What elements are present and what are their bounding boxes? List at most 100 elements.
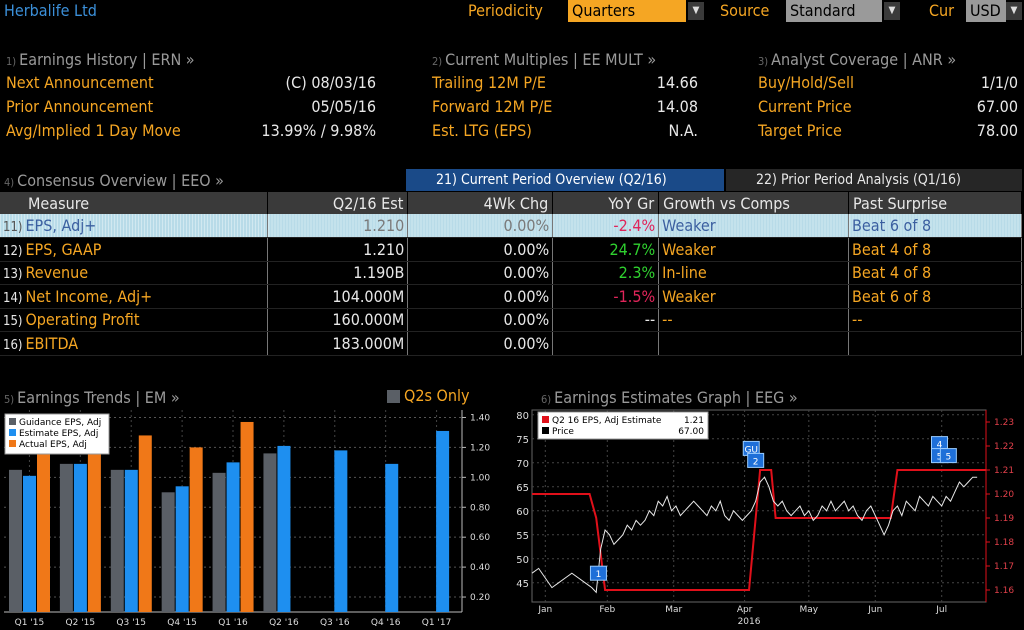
legend-swatch (542, 416, 549, 423)
measure-cell[interactable]: 14) Net Income, Adj+ (0, 284, 269, 309)
estimate-line (532, 469, 986, 591)
table-header-row: Measure Q2/16 Est 4Wk Chg YoY Gr Growth … (0, 192, 1022, 214)
measure-label: EPS, Adj+ (25, 216, 97, 235)
table-row[interactable]: 15) Operating Profit 160.000M 0.00% -- -- -- (0, 308, 1022, 332)
surprise-cell (848, 331, 1022, 356)
event-marker-label: 1 (596, 570, 602, 580)
y-tick-label: 0.20 (470, 593, 490, 603)
q2s-only-label[interactable]: Q2s Only (404, 386, 470, 405)
right-y-tick-label: 1.23 (994, 418, 1014, 428)
consensus-overview-header[interactable]: 4) Consensus Overview | EEO » (4, 171, 224, 190)
est-cell: 160.000M (267, 308, 409, 332)
x-tick-label: Q1 '15 (15, 618, 45, 628)
kv-row: Prior Announcement 05/05/16 (6, 97, 376, 121)
bar-actual-eps-adj (240, 421, 254, 612)
analyst-coverage-header[interactable]: 3) Analyst Coverage | ANR » (758, 50, 957, 69)
col-measure[interactable]: Measure (0, 192, 269, 214)
measure-cell[interactable]: 13) Revenue (0, 261, 269, 285)
y-tick-label: 1.00 (470, 473, 490, 483)
periodicity-dropdown-icon[interactable]: ▼ (688, 2, 704, 20)
col-yoy-gr[interactable]: YoY Gr (552, 192, 660, 214)
right-y-tick-label: 1.18 (994, 538, 1014, 548)
earnings-history-header[interactable]: 1) Earnings History | ERN » (6, 50, 195, 69)
surprise-cell: -- (848, 308, 1022, 332)
table-row[interactable]: 16) EBITDA 183.000M 0.00% (0, 331, 1022, 356)
measure-cell[interactable]: 15) Operating Profit (0, 308, 269, 332)
left-y-tick-label: 75 (516, 435, 529, 446)
legend-value: 67.00 (678, 427, 704, 437)
left-y-tick-label: 60 (516, 507, 529, 518)
table-row[interactable]: 12) EPS, GAAP 1.210 0.00% 24.7% Weaker Beat 4 … (0, 237, 1022, 262)
surprise-cell: Beat 6 of 8 (848, 284, 1022, 309)
measure-cell[interactable]: 12) EPS, GAAP (0, 237, 269, 262)
event-marker[interactable]: 2 (747, 452, 765, 468)
bar-actual-eps-adj (189, 447, 203, 612)
bar-estimate-eps-adj (277, 445, 291, 612)
est-cell: 104.000M (267, 284, 409, 309)
row-index: 15) (3, 314, 23, 330)
growth-cell: Weaker (658, 214, 850, 238)
kv-row: Next Announcement (C) 08/03/16 (6, 73, 376, 97)
table-row[interactable]: 11) EPS, Adj+ 1.210 0.00% -2.4% Weaker Beat 6 … (0, 214, 1022, 238)
source-select[interactable]: Standard (786, 0, 882, 22)
earnings-trends-header[interactable]: 5) Earnings Trends | EM » (4, 388, 180, 407)
x-tick-label: Jun (867, 605, 882, 615)
tab-current-period[interactable]: 21) Current Period Overview (Q2/16) (406, 169, 724, 191)
x-tick-label: May (800, 605, 819, 615)
legend-value: 1.21 (684, 416, 704, 426)
yoy-cell (552, 331, 660, 356)
row-index: 14) (3, 290, 23, 306)
source-dropdown-icon[interactable]: ▼ (884, 2, 900, 20)
currency-dropdown-icon[interactable]: ▼ (1006, 2, 1022, 20)
col-est[interactable]: Q2/16 Est (267, 192, 409, 214)
tab-prior-period[interactable]: 22) Prior Period Analysis (Q1/16) (726, 169, 1022, 191)
left-y-tick-label: 80 (516, 411, 529, 422)
est-cell: 183.000M (267, 331, 409, 356)
table-row[interactable]: 14) Net Income, Adj+ 104.000M 0.00% -1.5% Wea… (0, 284, 1022, 309)
y-tick-label: 1.20 (470, 443, 490, 453)
bar-actual-eps-adj (138, 435, 152, 612)
bar-guidance-eps-adj (161, 492, 175, 612)
col-growth-vs-comps[interactable]: Growth vs Comps (658, 192, 850, 214)
est-cell: 1.210 (267, 237, 409, 262)
currency-select[interactable]: USD (966, 0, 1006, 22)
kv-row: Trailing 12M P/E 14.66 (432, 73, 698, 97)
measure-cell[interactable]: 16) EBITDA (0, 331, 269, 356)
kv-row: Forward 12M P/E 14.08 (432, 97, 698, 121)
bar-actual-eps-adj (87, 439, 101, 612)
table-row[interactable]: 13) Revenue 1.190B 0.00% 2.3% In-line Beat 4 o… (0, 261, 1022, 285)
yoy-cell: -2.4% (552, 214, 660, 238)
right-y-tick-label: 1.19 (994, 514, 1014, 524)
q2s-only-checkbox[interactable] (387, 390, 400, 403)
col-4wk-chg[interactable]: 4Wk Chg (407, 192, 554, 214)
earnings-graph-header[interactable]: 6) Earnings Estimates Graph | EEG » (541, 388, 798, 407)
left-y-tick-label: 45 (516, 579, 529, 590)
graph-legend: Q2 16 EPS, Adj Estimate 1.21 Price 67.00 (537, 411, 709, 440)
event-marker-box (939, 448, 957, 464)
legend-label: Guidance EPS, Adj (19, 418, 101, 428)
legend-box (537, 411, 709, 440)
event-marker[interactable]: 5 (939, 448, 957, 464)
yoy-cell: -1.5% (552, 284, 660, 309)
legend-label: Estimate EPS, Adj (19, 429, 98, 439)
currency-label: Cur (929, 1, 955, 20)
kv-label: Next Announcement (6, 73, 154, 92)
bar-estimate-eps-adj (175, 486, 189, 612)
analyst-coverage-panel: Buy/Hold/Sell 1/1/0 Current Price 67.00 Ta… (758, 73, 1018, 145)
y-tick-label: 0.80 (470, 503, 490, 513)
x-tick-label: Q3 '16 (320, 618, 350, 628)
target-price-value: 78.00 (976, 121, 1018, 140)
measure-label: Operating Profit (25, 310, 140, 330)
bar-estimate-eps-adj (23, 475, 36, 612)
col-past-surprise[interactable]: Past Surprise (848, 192, 1022, 214)
event-marker[interactable]: 1 (589, 565, 607, 581)
kv-row: Est. LTG (EPS) N.A. (432, 121, 698, 145)
periodicity-select[interactable]: Quarters (568, 0, 686, 22)
ltg-value: N.A. (668, 121, 698, 140)
current-multiples-header[interactable]: 2) Current Multiples | EE MULT » (432, 50, 657, 69)
measure-cell[interactable]: 11) EPS, Adj+ (0, 214, 269, 238)
kv-label: Target Price (758, 121, 842, 140)
growth-cell: -- (658, 308, 850, 332)
forward-pe-value: 14.08 (656, 97, 698, 116)
